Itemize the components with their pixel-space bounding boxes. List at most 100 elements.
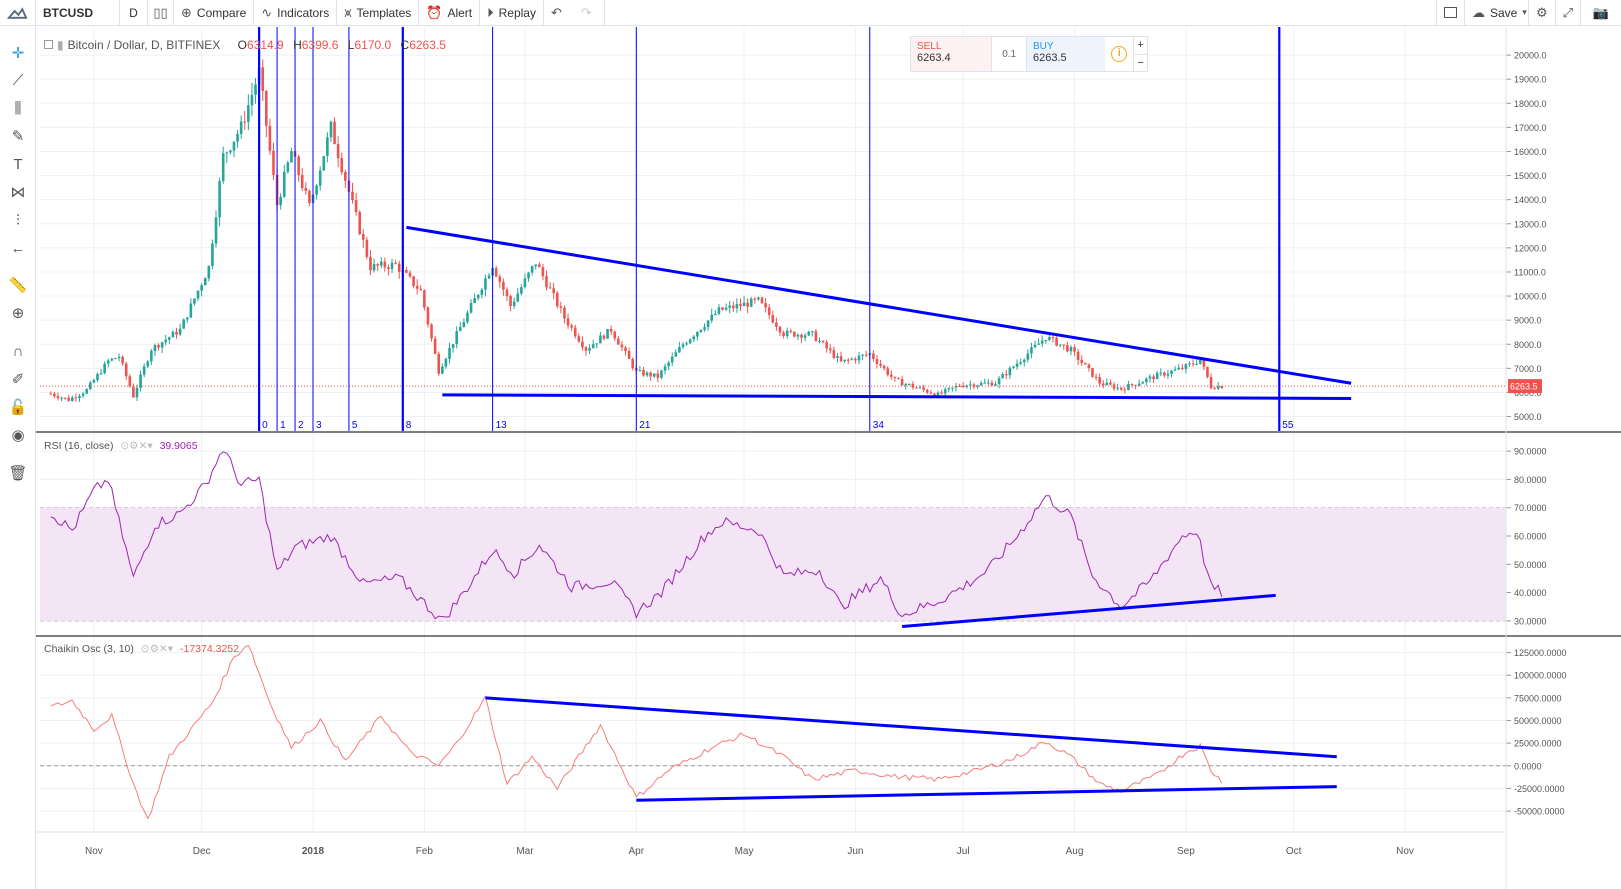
candle-body <box>760 297 764 304</box>
candle-body <box>1026 353 1030 360</box>
eye-icon[interactable]: ◉ <box>11 427 25 444</box>
y-tick-label: -25000.0000 <box>1514 784 1565 794</box>
fullscreen-layout-button[interactable] <box>1435 0 1465 26</box>
candle-body <box>803 335 807 338</box>
candle-body <box>929 392 933 394</box>
last-price-label: 6263.5 <box>1510 382 1538 392</box>
candle-body <box>516 293 520 302</box>
indicators-button[interactable]: ∿ Indicators <box>254 0 338 26</box>
candle-body <box>326 137 329 157</box>
templates-label: Templates <box>356 5 412 20</box>
settings-button[interactable]: ⚙ <box>1529 0 1556 26</box>
minus-button[interactable]: − <box>1137 57 1144 69</box>
candle-body <box>85 389 88 394</box>
redo-button[interactable]: ↷ <box>574 0 605 26</box>
chart-type-button[interactable]: ▯▯ <box>148 0 174 26</box>
y-tick-label: 0.0000 <box>1514 761 1542 771</box>
symbol-search[interactable]: BTCUSD <box>36 0 120 26</box>
candle-body <box>1015 363 1019 367</box>
candle-body <box>670 356 674 363</box>
info-button[interactable]: i <box>1105 37 1133 71</box>
open-label: O <box>237 38 248 52</box>
rsi-legend-controls-icon[interactable]: ⊙⚙✕▾ <box>120 440 153 452</box>
candle-body <box>390 262 394 269</box>
close-value: 6263.5 <box>409 38 446 52</box>
sell-button[interactable]: SELL 6263.4 <box>911 37 993 71</box>
y-tick-label: 80.0000 <box>1514 475 1547 485</box>
fullscreen-button[interactable]: ⤢ <box>1556 0 1581 26</box>
lock-drawing-icon[interactable]: ✐ <box>11 371 25 388</box>
candle-body <box>979 382 983 386</box>
x-tick-label: Sep <box>1177 846 1195 857</box>
trendline-icon[interactable]: ⟋ <box>12 72 24 89</box>
chart-canvas[interactable]: 0 1 2 3 5 8 13 21 34 55 20000.0 19000.0 18000.0 1700… <box>36 27 1621 889</box>
undo-button[interactable]: ↶ <box>544 0 574 26</box>
candle-body <box>1163 372 1166 376</box>
templates-button[interactable]: ⩙ Templates <box>337 0 420 26</box>
candle-body <box>685 343 688 345</box>
candle-body <box>951 387 954 389</box>
candle-body <box>250 94 254 106</box>
candle-body <box>832 350 836 358</box>
trash-icon[interactable]: 🗑 <box>8 465 28 482</box>
text-icon[interactable]: T <box>13 156 23 173</box>
lock-icon[interactable]: 🔓 <box>8 399 28 416</box>
chaikin-legend-controls-icon[interactable]: ⊙⚙✕▾ <box>140 643 174 655</box>
candle-body <box>990 382 994 386</box>
candle-body <box>710 314 714 321</box>
candle-body <box>577 336 581 342</box>
replay-button[interactable]: ⏵ Replay <box>480 0 544 26</box>
y-tick-label: 17000.0 <box>1514 123 1547 133</box>
fib-zone-label: 0 <box>262 420 268 431</box>
interval-button[interactable]: D <box>120 0 148 26</box>
fib-zone-label: 8 <box>406 420 412 431</box>
candle-body <box>527 272 530 279</box>
ruler-icon[interactable]: 📏 <box>8 277 28 294</box>
candle-body <box>918 387 922 389</box>
y-tick-label: 90.0000 <box>1514 447 1547 457</box>
candle-body <box>1094 376 1098 378</box>
candle-body <box>1191 363 1195 365</box>
candle-body <box>1177 367 1181 370</box>
candle-body <box>627 351 631 359</box>
candle-body <box>99 373 103 375</box>
candle-body <box>534 264 538 267</box>
candle-body <box>1001 374 1004 379</box>
zoom-in-icon[interactable]: ⊕ <box>11 305 25 322</box>
brush-icon[interactable]: ✎ <box>11 128 25 145</box>
quantity-field[interactable]: 0.1 <box>1002 48 1017 60</box>
candle-body <box>925 389 929 393</box>
back-arrow-icon[interactable]: ← <box>10 240 26 257</box>
position-icon[interactable]: ⫶ <box>16 212 20 229</box>
candle-body <box>74 397 78 399</box>
candle-body <box>721 307 724 310</box>
plus-button[interactable]: + <box>1134 37 1147 55</box>
candle-body <box>53 393 56 397</box>
candle-body <box>189 303 193 318</box>
x-tick-label: Aug <box>1066 846 1084 857</box>
candle-body <box>699 329 703 332</box>
compare-button[interactable]: ⊕ Compare <box>174 0 255 26</box>
candle-body <box>674 352 678 357</box>
buy-button[interactable]: BUY 6263.5 <box>1026 37 1106 71</box>
candle-body <box>318 170 322 186</box>
candle-body <box>793 331 796 337</box>
save-button[interactable]: ☁ Save ▾ <box>1465 0 1529 26</box>
candle-body <box>563 307 566 319</box>
magnet-icon[interactable]: ∩ <box>12 343 24 360</box>
alert-button[interactable]: ⏰ Alert <box>419 0 481 26</box>
screenshot-button[interactable]: 📷 <box>1581 0 1621 26</box>
alert-label: Alert <box>447 5 473 20</box>
candle-body <box>243 121 247 123</box>
candle-body <box>1062 344 1066 346</box>
plus-circle-icon: ⊕ <box>181 4 192 20</box>
pitchfork-icon[interactable]: ⫼ <box>14 100 22 117</box>
x-tick-label: Mar <box>516 846 534 857</box>
candle-body <box>124 363 128 377</box>
crosshair-icon[interactable]: ✛ <box>11 45 25 62</box>
candle-body <box>498 276 502 282</box>
logo[interactable] <box>0 0 36 26</box>
collapse-icon[interactable] <box>44 40 53 49</box>
pattern-icon[interactable]: ⋈ <box>10 184 26 201</box>
rsi-title: RSI (16, close) <box>44 440 114 452</box>
